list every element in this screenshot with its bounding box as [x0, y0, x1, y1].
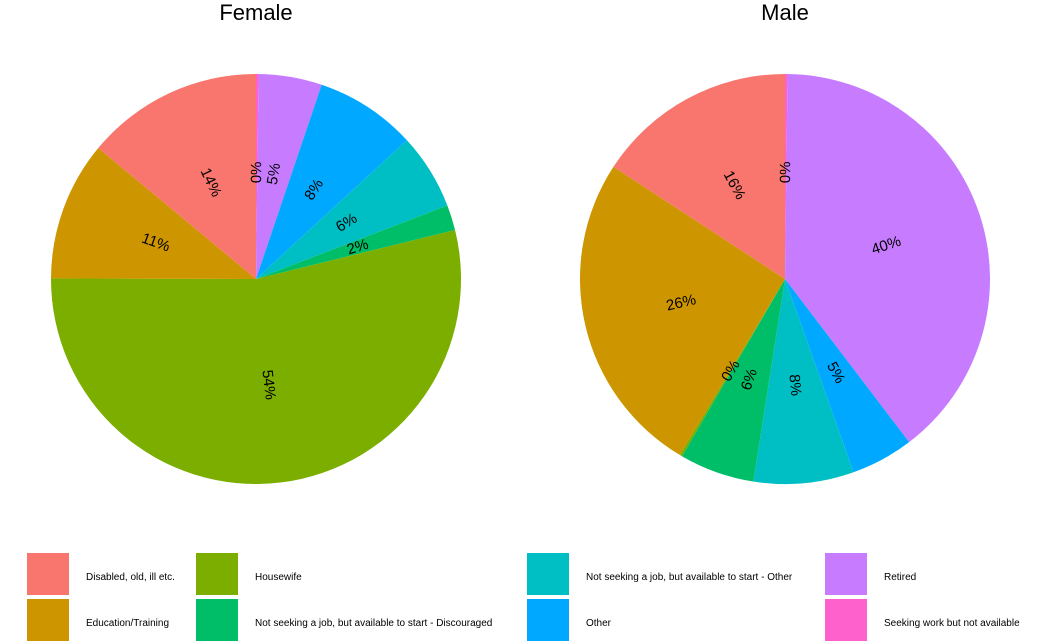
pie-slice-female-other [256, 84, 407, 280]
panel-title-female: Female [219, 0, 292, 25]
legend-label-education: Education/Training [86, 618, 169, 629]
pie-panel-female: Female 0%5%8%6%2%54%11%14% [51, 0, 461, 484]
pie-slices-female [51, 74, 461, 484]
legend-label-housewife: Housewife [255, 572, 302, 583]
legend-key-seeking-not-available [825, 599, 867, 641]
legend-item-disabled: Disabled, old, ill etc. [27, 553, 175, 595]
pie-slice-male-retired [785, 74, 990, 443]
legend-item-seeking-not-available: Seeking work but not available [825, 599, 1020, 641]
legend-key-other [527, 599, 569, 641]
pie-slice-female-disabled-old-ill-etc [98, 74, 256, 279]
legend-item-housewife: Housewife [196, 553, 302, 595]
pie-slice-female-education-training [51, 148, 256, 279]
legend-item-discouraged: Not seeking a job, but available to star… [196, 599, 492, 641]
slice-label-male-not-seeking-a-job-but-available-to-start-discouraged: 6% [738, 366, 761, 392]
legend-label-seeking-not-available: Seeking work but not available [884, 618, 1020, 629]
pie-slice-female-seeking-work-but-not-available [256, 74, 259, 279]
pie-slice-female-retired [256, 74, 322, 280]
pie-slice-female-not-seeking-a-job-but-available-to-start-discouraged [256, 205, 456, 279]
pie-slice-male-not-seeking-a-job-but-available-to-start-discouraged [681, 279, 785, 482]
legend-key-available-other [527, 553, 569, 595]
pie-labels-male: 0%40%5%8%6%0%26%16% [665, 162, 904, 397]
pie-panel-male: Male 0%40%5%8%6%0%26%16% [580, 0, 990, 485]
pie-slice-male-disabled-old-ill-etc [613, 74, 785, 279]
slice-label-female-seeking-work-but-not-available: 0% [248, 162, 265, 184]
pie-slice-male-education-training [580, 166, 785, 455]
legend-item-education: Education/Training [27, 599, 169, 641]
slice-label-male-not-seeking-a-job-but-available-to-start-other: 8% [785, 374, 804, 397]
legend-label-other: Other [586, 618, 612, 629]
legend-label-retired: Retired [884, 572, 916, 583]
slice-label-female-housewife: 54% [258, 369, 278, 401]
slice-label-male-education-training: 26% [665, 291, 698, 314]
legend: Disabled, old, ill etc. Education/Traini… [27, 553, 1020, 641]
slice-label-female-retired: 5% [264, 162, 284, 186]
slice-label-female-not-seeking-a-job-but-available-to-start-discouraged: 2% [345, 236, 371, 259]
pie-slice-female-housewife [51, 229, 461, 484]
pie-slice-male-other [785, 279, 910, 473]
legend-label-discouraged: Not seeking a job, but available to star… [255, 618, 492, 629]
legend-label-disabled: Disabled, old, ill etc. [86, 572, 175, 583]
legend-key-retired [825, 553, 867, 595]
legend-key-discouraged [196, 599, 238, 641]
legend-item-retired: Retired [825, 553, 916, 595]
pie-slices-male [580, 74, 990, 485]
slice-label-male-seeking-work-but-not-available: 0% [777, 162, 794, 184]
pie-slice-male-not-seeking-a-job-but-available-to-start-other [753, 279, 854, 485]
legend-key-housewife [196, 553, 238, 595]
pie-slice-male-housewife [679, 279, 785, 457]
pie-slice-female-not-seeking-a-job-but-available-to-start-other [256, 140, 448, 279]
pie-slice-male-seeking-work-but-not-available [785, 74, 788, 279]
legend-item-other: Other [527, 599, 612, 641]
legend-key-education [27, 599, 69, 641]
legend-label-available-other: Not seeking a job, but available to star… [586, 572, 793, 583]
panel-title-male: Male [761, 0, 809, 25]
legend-item-available-other: Not seeking a job, but available to star… [527, 553, 793, 595]
legend-key-disabled [27, 553, 69, 595]
